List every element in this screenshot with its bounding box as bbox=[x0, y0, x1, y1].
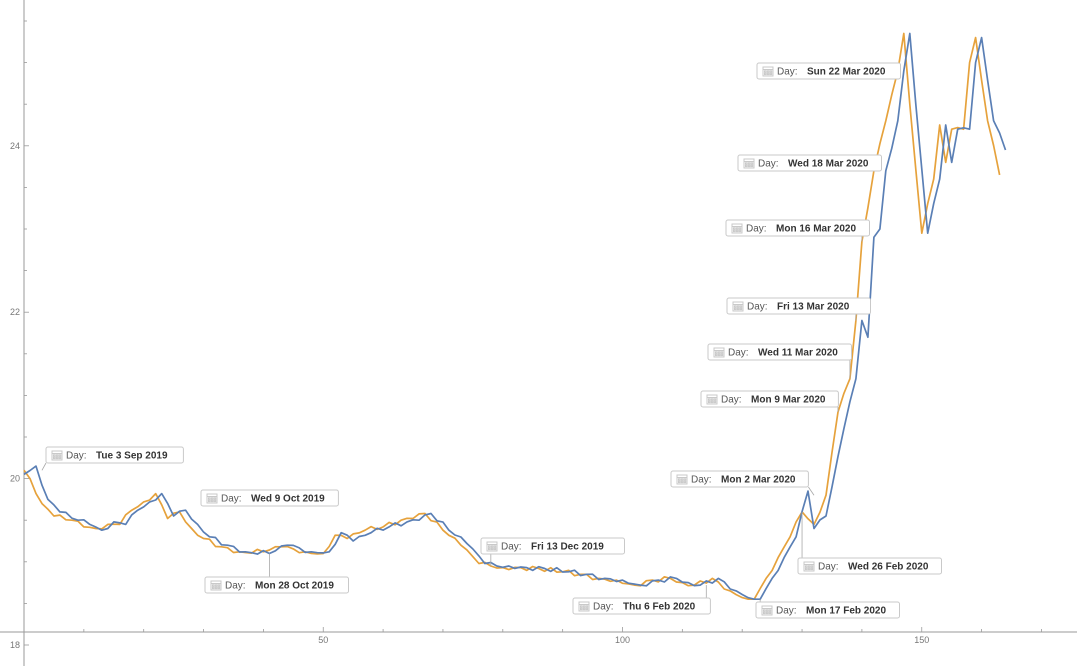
calendar-icon bbox=[731, 223, 743, 234]
callout-date: Thu 6 Feb 2020 bbox=[623, 602, 696, 613]
callout-key: Day: bbox=[758, 159, 779, 170]
callout-box bbox=[707, 343, 852, 361]
calendar-icon bbox=[210, 580, 222, 591]
callout-box bbox=[737, 154, 882, 172]
date-callout: Day: Thu 6 Feb 2020 bbox=[572, 585, 711, 615]
callout-key: Day: bbox=[747, 302, 768, 313]
calendar-icon bbox=[743, 158, 755, 169]
series-layer bbox=[23, 32, 1007, 601]
y-tick-label: 24 bbox=[10, 141, 20, 151]
date-callout: Day: Fri 13 Mar 2020 bbox=[726, 297, 871, 321]
callout-key: Day: bbox=[728, 348, 749, 359]
calendar-icon bbox=[761, 605, 773, 616]
calendar-icon bbox=[676, 474, 688, 485]
callout-box bbox=[797, 557, 942, 575]
date-callout: Day: Mon 9 Mar 2020 bbox=[700, 390, 839, 413]
callout-key: Day: bbox=[691, 475, 712, 486]
callout-leader bbox=[808, 486, 815, 496]
date-callout: Day: Sun 22 Mar 2020 bbox=[756, 62, 901, 80]
x-tick-label: 50 bbox=[318, 635, 328, 645]
series-line-1 bbox=[23, 32, 1001, 601]
date-callout: Day: Wed 9 Oct 2019 bbox=[200, 489, 339, 507]
date-callout: Day: Fri 13 Dec 2019 bbox=[480, 537, 625, 566]
callout-date: Wed 26 Feb 2020 bbox=[848, 562, 929, 573]
calendar-icon bbox=[486, 541, 498, 552]
date-callout: Day: Wed 26 Feb 2020 bbox=[797, 511, 942, 575]
calendar-icon bbox=[578, 601, 590, 612]
date-callout: Day: Wed 11 Mar 2020 bbox=[707, 343, 852, 379]
callout-box bbox=[755, 601, 900, 619]
date-callout: Day: Mon 28 Oct 2019 bbox=[204, 553, 349, 594]
y-tick-label: 18 bbox=[10, 640, 20, 650]
callout-box bbox=[725, 219, 870, 237]
callout-key: Day: bbox=[721, 395, 742, 406]
calendar-icon bbox=[206, 493, 218, 504]
callout-key: Day: bbox=[66, 451, 87, 462]
series-line-2 bbox=[23, 32, 1007, 601]
callout-box bbox=[45, 446, 184, 464]
calendar-icon bbox=[51, 450, 63, 461]
callout-box bbox=[756, 62, 901, 80]
callout-box bbox=[726, 297, 871, 315]
callout-key: Day: bbox=[225, 581, 246, 592]
callout-date: Wed 9 Oct 2019 bbox=[251, 494, 325, 505]
callout-key: Day: bbox=[593, 602, 614, 613]
date-callout: Day: Mon 16 Mar 2020 bbox=[725, 219, 870, 242]
callout-box bbox=[670, 470, 809, 488]
callout-box bbox=[700, 390, 839, 408]
calendar-icon bbox=[706, 394, 718, 405]
callout-date: Fri 13 Mar 2020 bbox=[777, 302, 850, 313]
callout-date: Mon 2 Mar 2020 bbox=[721, 475, 796, 486]
date-callout: Day: Wed 18 Mar 2020 bbox=[737, 154, 882, 172]
date-callout: Day: Mon 17 Feb 2020 bbox=[755, 599, 900, 619]
y-tick-label: 20 bbox=[10, 474, 20, 484]
x-tick-label: 150 bbox=[914, 635, 929, 645]
callout-key: Day: bbox=[501, 542, 522, 553]
callout-box bbox=[480, 537, 625, 555]
callout-date: Mon 9 Mar 2020 bbox=[751, 395, 826, 406]
callout-key: Day: bbox=[818, 562, 839, 573]
date-callout: Day: Tue 3 Sep 2019 bbox=[41, 446, 184, 471]
callout-date: Fri 13 Dec 2019 bbox=[531, 542, 604, 553]
calendar-icon bbox=[803, 561, 815, 572]
callout-key: Day: bbox=[776, 606, 797, 617]
calendar-icon bbox=[713, 347, 725, 358]
callout-date: Mon 17 Feb 2020 bbox=[806, 606, 886, 617]
calendar-icon bbox=[762, 66, 774, 77]
callout-key: Day: bbox=[221, 494, 242, 505]
callout-key: Day: bbox=[777, 67, 798, 78]
callout-date: Tue 3 Sep 2019 bbox=[96, 451, 168, 462]
date-callout: Day: Mon 2 Mar 2020 bbox=[670, 470, 815, 496]
callout-box bbox=[204, 576, 349, 594]
y-tick-label: 22 bbox=[10, 307, 20, 317]
callout-box bbox=[200, 489, 339, 507]
calendar-icon bbox=[732, 301, 744, 312]
callout-date: Mon 28 Oct 2019 bbox=[255, 581, 334, 592]
x-tick-label: 100 bbox=[615, 635, 630, 645]
callout-date: Sun 22 Mar 2020 bbox=[807, 67, 886, 78]
callout-key: Day: bbox=[746, 224, 767, 235]
callout-leader bbox=[41, 462, 47, 471]
callout-date: Wed 11 Mar 2020 bbox=[758, 348, 838, 359]
callout-date: Wed 18 Mar 2020 bbox=[788, 159, 869, 170]
callout-box bbox=[572, 597, 711, 615]
callout-date: Mon 16 Mar 2020 bbox=[776, 224, 856, 235]
